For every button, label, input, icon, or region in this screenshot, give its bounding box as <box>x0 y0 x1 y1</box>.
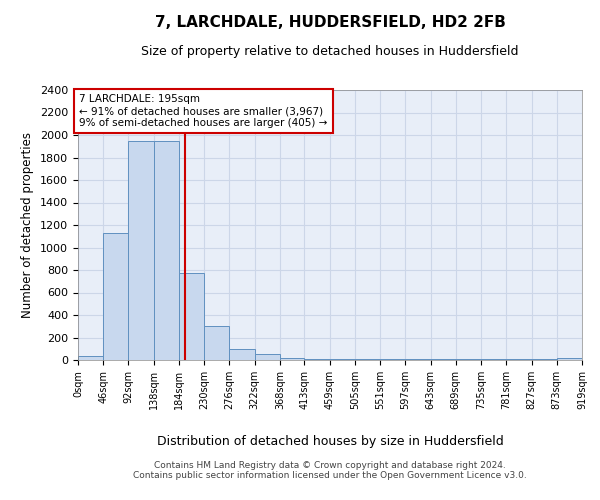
Bar <box>128 140 154 360</box>
Text: 7, LARCHDALE, HUDDERSFIELD, HD2 2FB: 7, LARCHDALE, HUDDERSFIELD, HD2 2FB <box>155 15 505 30</box>
Bar <box>330 359 355 360</box>
Bar <box>304 359 330 360</box>
Text: Distribution of detached houses by size in Huddersfield: Distribution of detached houses by size … <box>157 435 503 448</box>
Text: Contains HM Land Registry data © Crown copyright and database right 2024.
Contai: Contains HM Land Registry data © Crown c… <box>133 460 527 480</box>
Y-axis label: Number of detached properties: Number of detached properties <box>22 132 34 318</box>
Bar <box>154 140 179 360</box>
Bar <box>254 354 280 360</box>
Bar <box>103 233 128 360</box>
Bar <box>78 356 103 360</box>
Bar <box>229 349 254 360</box>
Bar <box>204 326 229 360</box>
Bar <box>179 273 204 360</box>
Text: Size of property relative to detached houses in Huddersfield: Size of property relative to detached ho… <box>141 45 519 58</box>
Text: 7 LARCHDALE: 195sqm
← 91% of detached houses are smaller (3,967)
9% of semi-deta: 7 LARCHDALE: 195sqm ← 91% of detached ho… <box>79 94 328 128</box>
Bar <box>280 358 304 360</box>
Bar <box>557 358 582 360</box>
